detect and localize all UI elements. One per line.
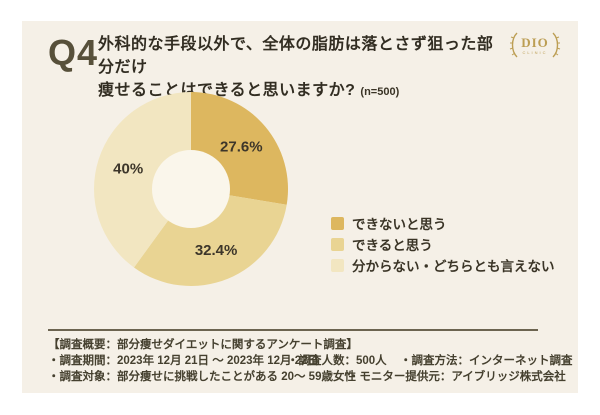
logo-subtitle: CLINIC <box>522 49 548 55</box>
survey-overview-row: ・調査対象：部分痩せに挑戦したことがある 20～ 59歳女性 ・モニター提供元：ア… <box>48 370 566 386</box>
survey-detail: ・調査人数：500人 <box>287 355 387 367</box>
logo-name: DIO <box>521 34 549 50</box>
legend-item: 分からない・どちらとも言えない <box>331 258 555 274</box>
survey-detail: ・調査方法：インターネット調査 <box>400 355 573 367</box>
legend-swatch <box>331 258 344 272</box>
survey-overview-row: ・調査期間：2023年 12月 21日 ～ 2023年 12月 22日 ・調査人数… <box>48 354 573 370</box>
donut-chart: 27.6% 32.4% 40% <box>94 92 289 287</box>
legend-label: できると思う <box>352 238 433 253</box>
slice-percent-label: 40% <box>113 161 143 178</box>
legend-label: 分からない・どちらとも言えない <box>352 259 555 274</box>
divider-line <box>48 329 538 331</box>
pie-slice <box>94 92 191 268</box>
dio-clinic-logo: DIO CLINIC <box>506 28 564 62</box>
logo-text: DIO CLINIC <box>521 36 549 55</box>
donut-hole <box>152 150 230 228</box>
legend-label: できないと思う <box>352 217 447 232</box>
question-line-1: 外科的な手段以外で、全体の脂肪は落とさず狙った部分だけ <box>98 36 494 76</box>
laurel-right-icon <box>552 32 560 58</box>
legend-swatch <box>331 237 344 251</box>
question-number: Q4 <box>48 32 99 73</box>
survey-overview-heading: 【調査概要：部分痩せダイエットに関するアンケート調査】 <box>48 339 358 351</box>
survey-detail: ・モニター提供元：アイブリッジ株式会社 <box>347 370 566 383</box>
slice-percent-label: 27.6% <box>220 138 263 155</box>
question-line-2: 痩せることはできると思いますか? <box>98 82 356 99</box>
legend-item: できると思う <box>331 237 555 253</box>
slice-percent-label: 32.4% <box>195 242 238 259</box>
survey-detail: ・調査期間：2023年 12月 21日 ～ 2023年 12月 22日 <box>48 355 320 367</box>
sample-size-note: (n=500) <box>360 86 400 98</box>
legend-swatch <box>331 216 344 230</box>
question-text: 外科的な手段以外で、全体の脂肪は落とさず狙った部分だけ 痩せることはできると思い… <box>98 33 498 104</box>
survey-detail: ・調査対象：部分痩せに挑戦したことがある 20～ 59歳女性 <box>48 370 356 383</box>
survey-card: Q4 外科的な手段以外で、全体の脂肪は落とさず狙った部分だけ 痩せることはできる… <box>22 21 578 393</box>
survey-overview: 【調査概要：部分痩せダイエットに関するアンケート調査】 ・調査期間：2023年 … <box>48 338 573 386</box>
laurel-left-icon <box>510 32 518 58</box>
legend-item: できないと思う <box>331 216 555 232</box>
pie-slice <box>133 189 287 287</box>
chart-legend: できないと思う できると思う分からない・どちらとも言えない <box>331 216 555 274</box>
